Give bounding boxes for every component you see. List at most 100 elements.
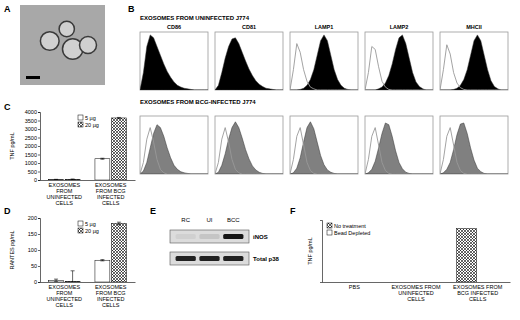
lane-label: UI bbox=[207, 217, 213, 223]
error-bar-cap bbox=[71, 179, 75, 180]
x-axis: PBSEXOSOMES FROMUNINFECTEDCELLSEXOSOMES … bbox=[323, 282, 511, 302]
y-tick-label: 3000 bbox=[25, 126, 37, 132]
y-axis: 05001000150020002500300035004000 bbox=[25, 109, 41, 183]
bar bbox=[479, 282, 499, 283]
blot-band bbox=[176, 234, 196, 239]
x-tick-label-line: CELLS bbox=[407, 296, 425, 302]
y-tick-label: 150 bbox=[28, 231, 37, 237]
error-bar bbox=[100, 158, 104, 159]
plot-frame bbox=[215, 116, 283, 174]
histogram-title: MHCII bbox=[466, 24, 482, 30]
histogram-marks bbox=[290, 35, 358, 90]
bars bbox=[457, 229, 477, 282]
bar bbox=[417, 282, 437, 283]
error-bar-cap bbox=[54, 179, 58, 180]
bar bbox=[333, 282, 353, 283]
histogram-line bbox=[365, 128, 433, 174]
histogram-line bbox=[215, 128, 283, 174]
x-tick-label-line: CELLS bbox=[469, 296, 487, 302]
y-tick-label: 200 bbox=[28, 215, 37, 221]
histogram-marks bbox=[140, 125, 208, 174]
y-tick-mark bbox=[38, 234, 40, 235]
y-tick-mark bbox=[38, 250, 40, 251]
histogram-marks bbox=[290, 122, 358, 174]
plot-frame bbox=[140, 116, 208, 174]
y-axis-title: RANTES pg/mL bbox=[9, 230, 15, 269]
bar-chart: 05001000150020002500300035004000TNF pg/m… bbox=[9, 109, 136, 206]
y-tick-label: 0 bbox=[34, 279, 37, 285]
histogram-area bbox=[140, 35, 208, 90]
x-tick-label: EXOSOMESFROMUNINFECTEDCELLS bbox=[47, 182, 82, 206]
error-bar bbox=[117, 222, 121, 225]
histogram-title: LAMP2 bbox=[390, 24, 409, 30]
error-bar bbox=[54, 179, 58, 180]
histogram-area bbox=[440, 35, 508, 90]
legend-swatch bbox=[78, 115, 83, 120]
histogram-marks bbox=[140, 35, 208, 90]
histogram-line bbox=[440, 128, 508, 174]
figure-svg: ABEXOSOMES FROM UNINFECTED J774CD86CD81L… bbox=[0, 0, 520, 320]
x-axis-line bbox=[41, 180, 136, 181]
row-title: EXOSOMES FROM UNINFECTED J774 bbox=[140, 15, 250, 21]
error-bar-cap bbox=[71, 178, 75, 179]
band-label: iNOS bbox=[253, 234, 268, 240]
error-bar-cap bbox=[54, 279, 58, 280]
y-tick-mark bbox=[38, 138, 40, 139]
scale-bar bbox=[26, 76, 40, 79]
legend-swatch bbox=[327, 230, 332, 235]
histogram-marks bbox=[215, 38, 283, 90]
blot-band bbox=[223, 234, 243, 239]
y-axis-line bbox=[38, 219, 41, 283]
error-bar-cap bbox=[117, 118, 121, 119]
y-tick-label: 1500 bbox=[25, 152, 37, 158]
x-tick-label: PBS bbox=[349, 284, 360, 290]
y-tick: 2500 bbox=[25, 135, 40, 141]
error-bar-cap bbox=[117, 117, 121, 118]
band-label: Total p38 bbox=[253, 256, 280, 262]
y-tick-mark bbox=[38, 129, 40, 130]
legend: 5 µg20 µg bbox=[78, 115, 99, 128]
lane-label: RC bbox=[181, 217, 190, 223]
bar bbox=[95, 159, 110, 180]
x-tick-label: EXOSOMESFROM BCGINFECTEDCELLS bbox=[95, 182, 127, 206]
y-tick-label: 50 bbox=[31, 263, 37, 269]
error-bar-cap bbox=[117, 224, 121, 225]
histogram-area bbox=[140, 125, 208, 174]
histogram-line bbox=[365, 47, 433, 91]
x-axis: EXOSOMESFROMUNINFECTEDCELLSEXOSOMESFROM … bbox=[41, 282, 136, 308]
y-tick: 100 bbox=[28, 247, 40, 253]
error-bar bbox=[54, 279, 58, 282]
error-bar-line bbox=[118, 222, 119, 225]
y-tick-mark bbox=[38, 180, 40, 181]
x-tick-label: EXOSOMES FROMBCG INFECTEDCELLS bbox=[453, 284, 503, 302]
bar bbox=[111, 223, 126, 282]
legend-label: 5 µg bbox=[85, 221, 96, 227]
x-tick: EXOSOMESFROMUNINFECTEDCELLS bbox=[47, 180, 82, 206]
panel-label: A bbox=[4, 4, 11, 14]
y-axis-title: TNF pg/mL bbox=[9, 132, 15, 160]
y-tick-label: 3500 bbox=[25, 118, 37, 124]
bar bbox=[49, 179, 64, 180]
legend-swatch bbox=[327, 223, 332, 228]
x-tick-label-line: PBS bbox=[349, 284, 360, 290]
legend-item: No treatment bbox=[327, 223, 366, 229]
legend-label: 20 µg bbox=[85, 122, 99, 128]
x-tick-label-line: CELLS bbox=[56, 302, 74, 308]
y-tick-mark bbox=[38, 121, 40, 122]
error-bar-cap bbox=[71, 270, 75, 271]
error-bar-cap bbox=[100, 159, 104, 160]
y-tick-mark bbox=[38, 163, 40, 164]
blot-row bbox=[170, 252, 249, 265]
x-tick: EXOSOMESFROM BCGINFECTEDCELLS bbox=[95, 180, 127, 206]
y-tick-label: 2000 bbox=[25, 143, 37, 149]
x-tick-label: EXOSOMESFROM BCGINFECTEDCELLS bbox=[95, 284, 127, 308]
legend-item: 5 µg bbox=[78, 115, 96, 121]
histogram-title: LAMP1 bbox=[315, 24, 334, 30]
x-tick-label-line: CELLS bbox=[102, 200, 120, 206]
bar bbox=[355, 282, 375, 283]
y-tick: 2000 bbox=[25, 143, 40, 149]
y-axis bbox=[320, 221, 323, 283]
micrograph bbox=[20, 5, 105, 85]
histogram-area bbox=[290, 122, 358, 174]
x-tick: EXOSOMESFROM BCGINFECTEDCELLS bbox=[95, 282, 127, 308]
